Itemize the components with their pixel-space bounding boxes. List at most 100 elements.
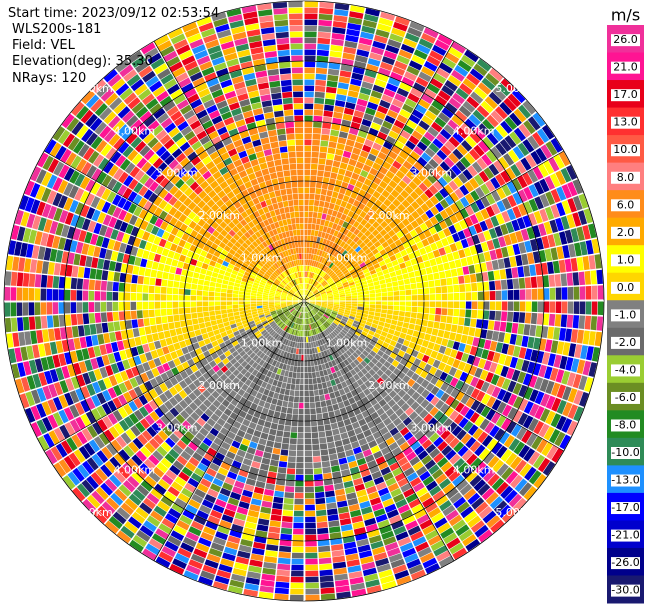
velocity-gate <box>325 355 331 362</box>
velocity-gate <box>48 430 60 445</box>
velocity-gate <box>553 327 561 340</box>
velocity-gate <box>112 292 119 301</box>
velocity-gate <box>274 326 280 332</box>
velocity-gate <box>455 524 470 537</box>
velocity-gate <box>28 359 38 374</box>
velocity-gate <box>270 311 277 316</box>
velocity-gate <box>329 316 335 321</box>
velocity-gate <box>273 392 280 400</box>
velocity-gate <box>232 369 240 377</box>
velocity-gate <box>473 479 487 492</box>
velocity-gate <box>186 235 195 244</box>
velocity-gate <box>450 324 458 333</box>
velocity-gate <box>244 298 251 301</box>
velocity-gate <box>241 360 248 368</box>
velocity-gate <box>435 307 442 315</box>
velocity-gate <box>532 363 542 376</box>
velocity-gate <box>389 462 400 472</box>
velocity-gate <box>194 467 205 478</box>
velocity-gate <box>28 288 35 301</box>
velocity-gate <box>309 298 316 300</box>
velocity-gate <box>217 273 224 280</box>
velocity-gate <box>333 307 339 310</box>
velocity-gate <box>522 415 534 429</box>
velocity-gate <box>548 157 560 172</box>
velocity-gate <box>429 366 438 376</box>
velocity-gate <box>310 323 314 330</box>
velocity-gate <box>340 125 350 133</box>
velocity-gate <box>241 383 249 392</box>
velocity-gate <box>298 354 302 361</box>
velocity-gate <box>441 338 449 347</box>
velocity-gate <box>321 455 330 462</box>
velocity-gate <box>306 290 309 296</box>
velocity-gate <box>179 399 189 410</box>
velocity-gate <box>504 135 517 149</box>
velocity-gate <box>304 85 315 92</box>
velocity-gate <box>400 43 415 54</box>
velocity-gate <box>475 211 484 222</box>
velocity-gate <box>459 301 466 309</box>
velocity-gate <box>231 440 241 449</box>
velocity-gate <box>326 380 332 388</box>
velocity-gate <box>361 81 374 90</box>
velocity-gate <box>286 468 296 475</box>
velocity-gate <box>240 316 247 322</box>
velocity-gate <box>407 27 422 38</box>
velocity-gate <box>431 265 439 273</box>
velocity-gate <box>287 334 292 340</box>
velocity-gate <box>103 259 111 270</box>
velocity-gate <box>403 352 411 361</box>
velocity-gate <box>316 176 323 183</box>
velocity-gate <box>414 405 424 415</box>
velocity-gate <box>468 365 478 376</box>
velocity-gate <box>256 293 263 297</box>
velocity-gate <box>323 472 333 480</box>
velocity-gate <box>307 284 310 290</box>
velocity-gate <box>380 390 388 399</box>
velocity-gate <box>584 270 591 285</box>
velocity-gate <box>88 439 101 453</box>
velocity-gate <box>245 312 252 317</box>
velocity-gate <box>321 293 327 297</box>
velocity-gate <box>464 408 475 420</box>
velocity-gate <box>271 285 278 289</box>
velocity-gate <box>210 320 218 326</box>
velocity-gate <box>34 316 42 330</box>
velocity-gate <box>373 450 383 460</box>
velocity-gate <box>223 546 238 556</box>
velocity-gate <box>161 518 175 530</box>
velocity-gate <box>447 119 460 131</box>
velocity-gate <box>458 342 466 352</box>
velocity-gate <box>375 296 382 301</box>
velocity-gate <box>94 312 102 323</box>
velocity-gate <box>500 120 513 134</box>
velocity-gate <box>515 160 527 174</box>
velocity-gate <box>338 254 344 261</box>
velocity-gate <box>251 435 260 444</box>
velocity-gate <box>190 553 206 564</box>
velocity-gate <box>280 369 286 376</box>
velocity-gate <box>410 191 419 200</box>
velocity-gate <box>309 317 313 324</box>
velocity-gate <box>324 424 332 431</box>
velocity-gate <box>550 137 563 153</box>
velocity-gate <box>170 226 179 236</box>
velocity-gate <box>327 208 333 216</box>
velocity-gate <box>317 31 331 39</box>
velocity-gate <box>560 314 568 328</box>
velocity-gate <box>471 497 485 510</box>
velocity-gate <box>206 385 215 394</box>
velocity-gate <box>429 485 442 497</box>
velocity-gate <box>369 301 376 305</box>
velocity-gate <box>315 73 327 81</box>
velocity-gate <box>223 508 236 518</box>
velocity-gate <box>424 245 433 254</box>
velocity-gate <box>86 494 101 509</box>
velocity-gate <box>346 263 352 269</box>
velocity-gate <box>166 301 173 309</box>
velocity-gate <box>184 301 191 308</box>
velocity-gate <box>341 267 348 273</box>
velocity-gate <box>503 257 511 268</box>
velocity-gate <box>226 417 235 426</box>
